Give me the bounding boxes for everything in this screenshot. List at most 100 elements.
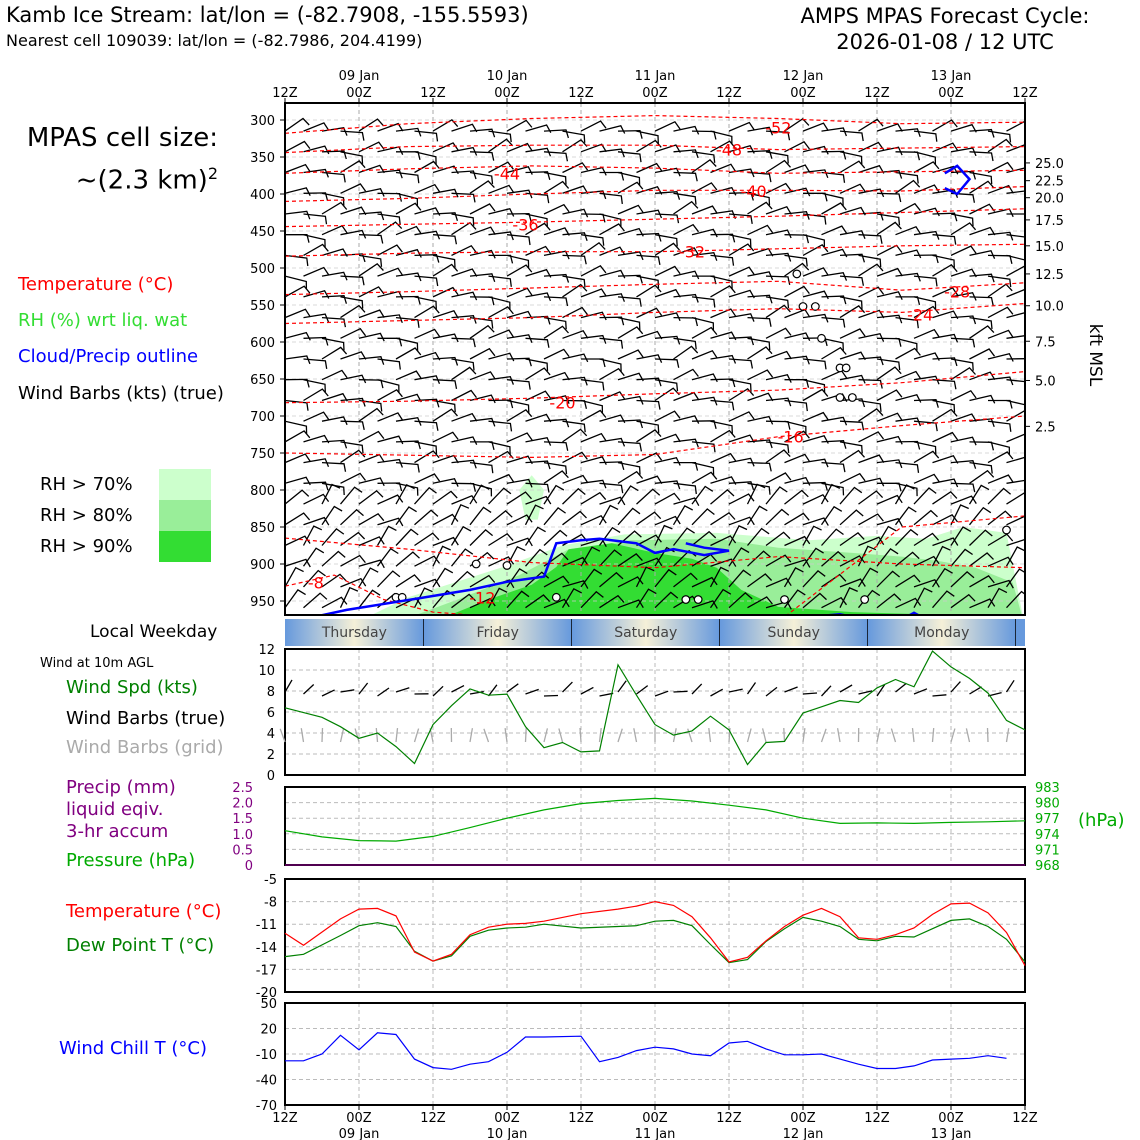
wind-barb [673,415,700,424]
wind-barb [340,304,366,319]
wind-barb [802,290,829,300]
wind-barb [562,330,589,339]
wind-barb [285,430,311,443]
p1-ytick-label-8: 700 [250,410,275,425]
wind-barb [543,470,569,484]
wind-barb [784,332,811,341]
temp-contour-label-7: -24 [907,306,933,325]
wind-barb [784,262,810,277]
wind-barb [599,594,625,609]
wind-barb [636,254,661,266]
wind-barb [839,509,864,526]
wind-barb [395,202,422,215]
temp-contour-label-10: -12 [469,588,495,607]
p1-ytick-label-3: 450 [250,225,275,240]
wind-barb [395,528,419,546]
wind-barb [765,252,792,262]
wind-barb [691,349,718,360]
wind-barb [451,358,475,371]
wind-barb [506,590,530,609]
wind-barb [858,513,884,526]
wind-barb [599,171,625,181]
wind-barb [1024,483,1025,484]
wind-barb [285,187,311,196]
wind-barb [636,399,661,410]
wind-barb [654,242,680,256]
wind-barb [691,530,717,547]
wind-barb [895,226,922,236]
wind-barb [414,375,441,385]
wind-barb [358,399,383,412]
barb-grid [911,728,915,743]
wind-barb [303,213,328,225]
wind-barb [728,457,755,467]
wind-barb [321,369,348,381]
wind-barb [969,469,995,484]
temp-contour-8 [285,371,1025,404]
wind-barb [636,130,659,144]
wind-barb [728,336,755,346]
wind-barb [1006,311,1025,319]
wind-barb [802,592,827,609]
barb-grid [524,727,527,743]
wind-barb [728,213,753,225]
wind-barb [340,351,367,360]
pressure-ytick-label-3: 977 [1035,812,1060,827]
wind-barb [950,495,977,505]
wind-barb [303,266,330,277]
wind-barb [765,472,792,484]
wind-barb [895,370,922,381]
wind-barb [469,273,496,283]
wind-barb [469,574,496,588]
wind-barb [451,268,478,277]
wind-barb [710,140,736,153]
wind-barb [377,482,403,492]
wind-barb [691,205,718,215]
wind-barb [950,436,977,446]
wind-barb [802,547,824,567]
wind-barb [636,209,663,219]
wind-barb [654,288,681,298]
wind-barb [895,482,918,497]
wind-barb [599,549,623,567]
wind-barb [1024,544,1025,546]
wind-barb [636,475,663,485]
wind-barb [488,254,514,264]
wind-barb [784,535,811,547]
wind-barb [617,274,643,284]
wind-barb [414,254,440,263]
wind-barb [525,245,552,256]
weekday-label-4: Monday [914,625,969,641]
wind-barb [617,130,643,139]
wind-barb [321,150,347,160]
wind-barb [340,441,364,454]
barb-true [654,690,669,697]
wind-barb [784,285,810,298]
bottom-tick-label-3: 00Z [494,1111,520,1126]
wind-barb [987,510,1013,526]
wind-barb [525,413,552,423]
windchill-line [285,1032,1007,1070]
wind-barb [617,227,644,237]
wind-barb [747,224,774,236]
wind-barb [673,316,699,327]
wind-barb [488,450,514,464]
legend-pressure: Pressure (hPa) [66,850,196,871]
wind-barb [747,461,772,472]
wind-barb [303,336,329,346]
wind-barb [987,184,1014,194]
wind-barb [506,491,532,505]
p1-ytick-label-1: 350 [250,151,275,166]
wind-barb [450,503,470,526]
wind-barb [857,567,879,588]
pressure-line [284,797,1026,842]
wind-barb [377,244,403,256]
wind-barb [321,528,345,546]
kft-tick-label-3: 17.5 [1035,214,1064,229]
wind-barb [414,230,441,240]
barb-true [839,684,853,693]
barb-true [469,690,484,695]
wind-barb [821,295,847,305]
wind-barb [710,429,736,443]
